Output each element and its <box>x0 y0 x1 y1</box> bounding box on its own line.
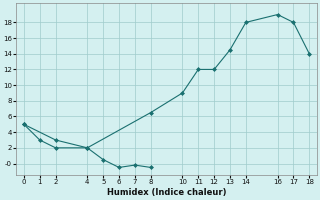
X-axis label: Humidex (Indice chaleur): Humidex (Indice chaleur) <box>107 188 226 197</box>
